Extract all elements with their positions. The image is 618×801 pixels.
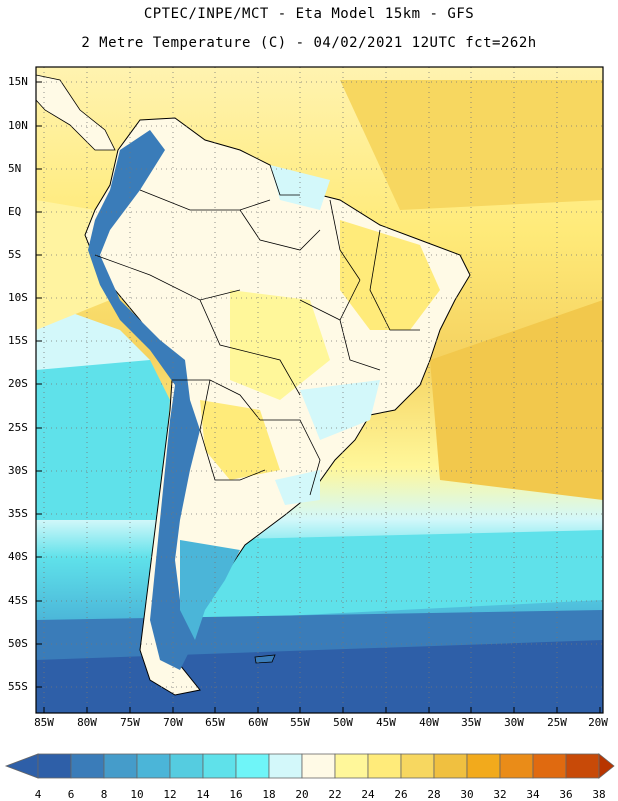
- falkland-islands: [254, 654, 276, 664]
- colorbar-label: 38: [592, 788, 606, 801]
- colorbar-swatch: [136, 753, 171, 779]
- colorbar-label: 18: [262, 788, 276, 801]
- colorbar-label: 24: [361, 788, 375, 801]
- lon-label: 55W: [290, 716, 310, 729]
- axis-ticks: [36, 81, 601, 713]
- lon-label: 35W: [461, 716, 481, 729]
- land-warm-patch: [340, 220, 440, 330]
- colorbar-label: 8: [100, 788, 108, 801]
- colorbar-label: 4: [34, 788, 42, 801]
- colorbar-label: 16: [229, 788, 243, 801]
- colorbar-swatch: [367, 753, 402, 779]
- colorbar: [4, 753, 615, 779]
- colorbar-label: 32: [493, 788, 507, 801]
- lat-label: 20S: [8, 377, 28, 390]
- lat-label: 35S: [8, 507, 28, 520]
- lon-label: 45W: [376, 716, 396, 729]
- country-borders: [94, 164, 420, 496]
- lon-label: 65W: [205, 716, 225, 729]
- south-atlantic-cyan: [200, 530, 603, 620]
- atlantic-hot-zone: [430, 300, 603, 500]
- colorbar-label: 30: [460, 788, 474, 801]
- pacific-cool-zone: [36, 350, 170, 520]
- colorbar-label: 10: [130, 788, 144, 801]
- colorbar-swatch: [70, 753, 105, 779]
- map-frame: [35, 66, 604, 714]
- lon-label: 30W: [504, 716, 524, 729]
- lat-label: 15N: [8, 75, 28, 88]
- lat-label: 10N: [8, 119, 28, 132]
- colorbar-label: 12: [163, 788, 177, 801]
- title-line-1: CPTEC/INPE/MCT - Eta Model 15km - GFS: [143, 6, 475, 22]
- lon-label: 75W: [120, 716, 140, 729]
- central-america: [36, 74, 116, 151]
- colorbar-swatch: [169, 753, 204, 779]
- lon-label: 70W: [163, 716, 183, 729]
- colorbar-swatch: [499, 753, 534, 779]
- colorbar-swatch: [565, 753, 600, 779]
- colorbar-swatch: [466, 753, 501, 779]
- lon-label: 40W: [419, 716, 439, 729]
- lon-label: 50W: [333, 716, 353, 729]
- colorbar-label: 6: [67, 788, 75, 801]
- colorbar-swatch: [37, 753, 72, 779]
- lon-label: 80W: [77, 716, 97, 729]
- andes-cold-spine: [88, 130, 200, 670]
- lat-label: 25S: [8, 421, 28, 434]
- colorbar-swatch: [301, 753, 336, 779]
- lat-label: 50S: [8, 637, 28, 650]
- lat-label: 45S: [8, 594, 28, 607]
- lat-label: 55S: [8, 680, 28, 693]
- colorbar-swatch: [532, 753, 567, 779]
- colorbar-swatch: [103, 753, 138, 779]
- colorbar-left-arrow: [4, 753, 39, 779]
- land-warm-patch-2: [230, 290, 330, 400]
- patagonia-cool: [180, 540, 240, 640]
- colorbar-swatch: [202, 753, 237, 779]
- lon-label: 25W: [547, 716, 567, 729]
- lat-label: 40S: [8, 550, 28, 563]
- colorbar-label: 28: [427, 788, 441, 801]
- lon-label: 85W: [34, 716, 54, 729]
- title-line-2: 2 Metre Temperature (C) - 04/02/2021 12U…: [81, 35, 537, 51]
- colorbar-label: 22: [328, 788, 342, 801]
- colorbar-swatch: [334, 753, 369, 779]
- lat-label: EQ: [8, 205, 22, 218]
- se-brazil-cool: [300, 380, 380, 440]
- lat-label: 30S: [8, 464, 28, 477]
- colorbar-label: 26: [394, 788, 408, 801]
- colorbar-label: 20: [295, 788, 309, 801]
- colorbar-swatch: [235, 753, 270, 779]
- colorbar-swatch: [400, 753, 435, 779]
- lat-label: 5N: [8, 162, 22, 175]
- colorbar-swatch: [268, 753, 303, 779]
- colorbar-right-arrow: [598, 753, 615, 779]
- lon-label: 60W: [248, 716, 268, 729]
- colorbar-label: 34: [526, 788, 540, 801]
- colorbar-label: 14: [196, 788, 210, 801]
- colorbar-swatch: [433, 753, 468, 779]
- lat-label: 5S: [8, 248, 22, 261]
- colorbar-label: 36: [559, 788, 573, 801]
- uruguay-cool: [275, 470, 320, 505]
- lat-label: 10S: [8, 291, 28, 304]
- lat-label: 15S: [8, 334, 28, 347]
- lon-label: 20W: [588, 716, 608, 729]
- atlantic-warm-zone: [340, 80, 603, 210]
